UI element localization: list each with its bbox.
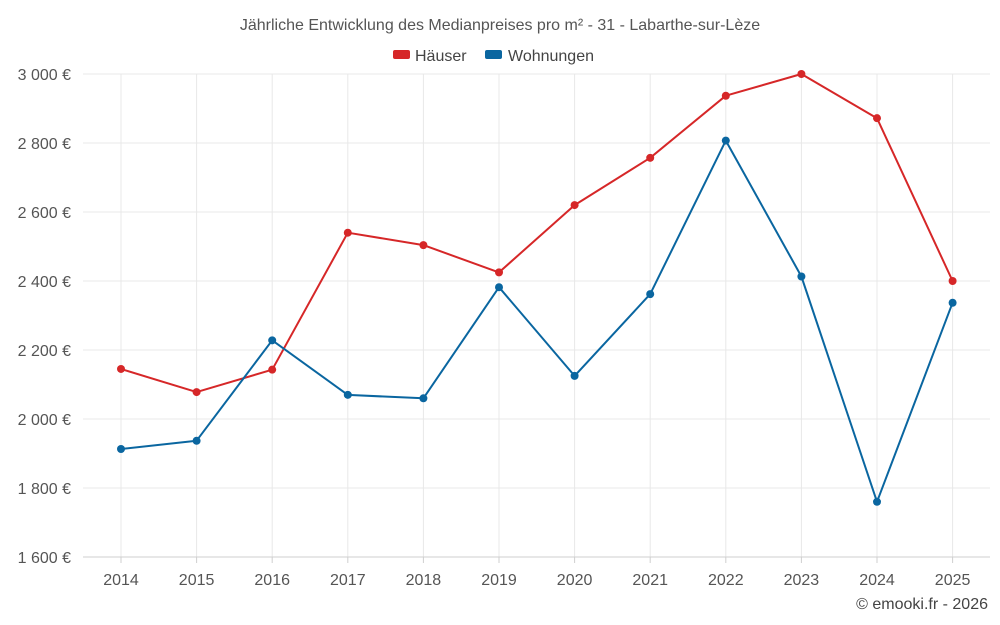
data-point-wohnungen[interactable] <box>192 436 201 445</box>
data-point-haeuser[interactable] <box>268 365 277 374</box>
y-tick-label: 2 600 € <box>18 205 71 222</box>
x-tick-label: 2024 <box>859 572 895 589</box>
data-point-haeuser[interactable] <box>873 114 881 123</box>
x-tick-label: 2017 <box>330 572 366 589</box>
data-point-haeuser[interactable] <box>117 364 125 373</box>
legend-label-haeuser[interactable]: Häuser <box>415 48 467 65</box>
data-point-wohnungen[interactable] <box>570 371 579 380</box>
x-tick-label: 2015 <box>179 572 215 589</box>
y-tick-label: 1 600 € <box>18 550 71 567</box>
data-point-wohnungen[interactable] <box>873 497 881 506</box>
y-tick-label: 2 200 € <box>18 343 71 360</box>
x-tick-label: 2019 <box>481 572 517 589</box>
data-point-wohnungen[interactable] <box>495 283 503 292</box>
data-point-wohnungen[interactable] <box>117 445 125 454</box>
legend-label-wohnungen[interactable]: Wohnungen <box>508 48 594 65</box>
series-line-haeuser <box>120 73 954 394</box>
y-tick-label: 2 000 € <box>18 412 71 429</box>
data-point-wohnungen[interactable] <box>343 390 352 399</box>
y-tick-label: 1 800 € <box>18 481 71 498</box>
series-line-wohnungen <box>120 139 954 503</box>
chart-title: Jährliche Entwicklung des Medianpreises … <box>240 17 760 34</box>
x-tick-label: 2020 <box>557 572 593 589</box>
data-point-wohnungen[interactable] <box>948 298 957 307</box>
legend: Häuser Wohnungen <box>393 48 594 65</box>
x-axis: 2014 2015 2016 2017 2018 2019 2020 2021 2022 2023… <box>83 556 990 589</box>
data-point-haeuser[interactable] <box>343 228 352 237</box>
legend-swatch-wohnungen <box>485 50 502 59</box>
legend-swatch-haeuser <box>393 50 410 59</box>
x-tick-label: 2016 <box>254 572 290 589</box>
data-point-haeuser[interactable] <box>721 91 730 100</box>
y-tick-label: 3 000 € <box>18 67 71 84</box>
data-point-haeuser[interactable] <box>797 70 806 78</box>
x-tick-label: 2025 <box>935 572 971 589</box>
data-point-haeuser[interactable] <box>646 153 655 162</box>
x-tick-label: 2018 <box>406 572 442 589</box>
data-point-haeuser[interactable] <box>192 388 201 397</box>
y-tick-label: 2 800 € <box>18 136 71 153</box>
series-group <box>117 70 957 506</box>
x-tick-label: 2021 <box>632 572 668 589</box>
grid <box>83 73 990 557</box>
y-axis: 1 600 € 1 800 € 2 000 € 2 200 € 2 400 € 2 600… <box>18 67 71 567</box>
data-point-wohnungen[interactable] <box>419 394 428 403</box>
data-point-wohnungen[interactable] <box>721 136 730 145</box>
x-tick-label: 2022 <box>708 572 744 589</box>
data-point-haeuser[interactable] <box>419 241 428 250</box>
data-point-wohnungen[interactable] <box>646 290 655 299</box>
y-tick-label: 2 400 € <box>18 274 71 291</box>
credit-text: © emooki.fr - 2026 <box>856 596 988 613</box>
data-point-wohnungen[interactable] <box>268 336 277 345</box>
x-tick-label: 2014 <box>103 572 139 589</box>
data-point-wohnungen[interactable] <box>797 272 806 281</box>
data-point-haeuser[interactable] <box>570 201 579 210</box>
data-point-haeuser[interactable] <box>948 277 957 285</box>
data-point-haeuser[interactable] <box>495 268 503 277</box>
x-tick-label: 2023 <box>784 572 820 589</box>
